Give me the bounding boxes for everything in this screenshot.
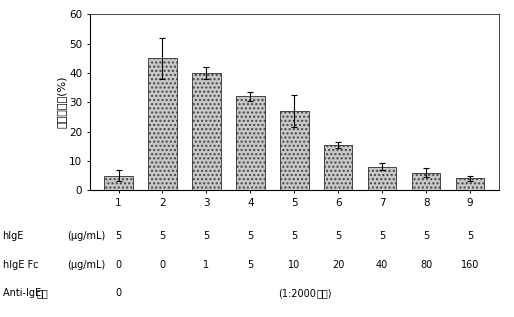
Bar: [148, 58, 177, 190]
Bar: [236, 96, 265, 190]
Bar: [412, 172, 440, 190]
Bar: [280, 111, 308, 190]
Text: 40: 40: [376, 260, 388, 270]
Bar: [456, 178, 484, 190]
Text: 稀释): 稀释): [316, 288, 332, 298]
Text: 5: 5: [247, 260, 253, 270]
Y-axis label: 组胺释放率(%): 组胺释放率(%): [57, 76, 66, 128]
Text: 20: 20: [332, 260, 344, 270]
Text: 160: 160: [461, 260, 479, 270]
Text: (1:2000: (1:2000: [279, 288, 316, 298]
Bar: [368, 167, 396, 190]
Text: 5: 5: [115, 231, 122, 241]
Text: 80: 80: [420, 260, 432, 270]
Text: 5: 5: [423, 231, 429, 241]
Text: 5: 5: [291, 231, 298, 241]
Text: hIgE Fc: hIgE Fc: [3, 260, 38, 270]
Text: 0: 0: [159, 260, 166, 270]
Text: 5: 5: [379, 231, 386, 241]
Text: 5: 5: [247, 231, 253, 241]
Text: 5: 5: [467, 231, 473, 241]
Text: 10: 10: [288, 260, 300, 270]
Text: (μg/mL): (μg/mL): [67, 260, 105, 270]
Text: 5: 5: [159, 231, 166, 241]
Bar: [324, 145, 353, 190]
Text: Anti-IgE: Anti-IgE: [3, 288, 44, 298]
Text: 5: 5: [203, 231, 210, 241]
Text: 5: 5: [335, 231, 341, 241]
Bar: [192, 73, 221, 190]
Bar: [104, 176, 133, 190]
Text: hIgE: hIgE: [3, 231, 24, 241]
Text: 多抗: 多抗: [37, 288, 49, 298]
Text: 1: 1: [204, 260, 209, 270]
Text: 0: 0: [116, 260, 122, 270]
Text: (μg/mL): (μg/mL): [67, 231, 105, 241]
Text: 0: 0: [116, 288, 122, 298]
